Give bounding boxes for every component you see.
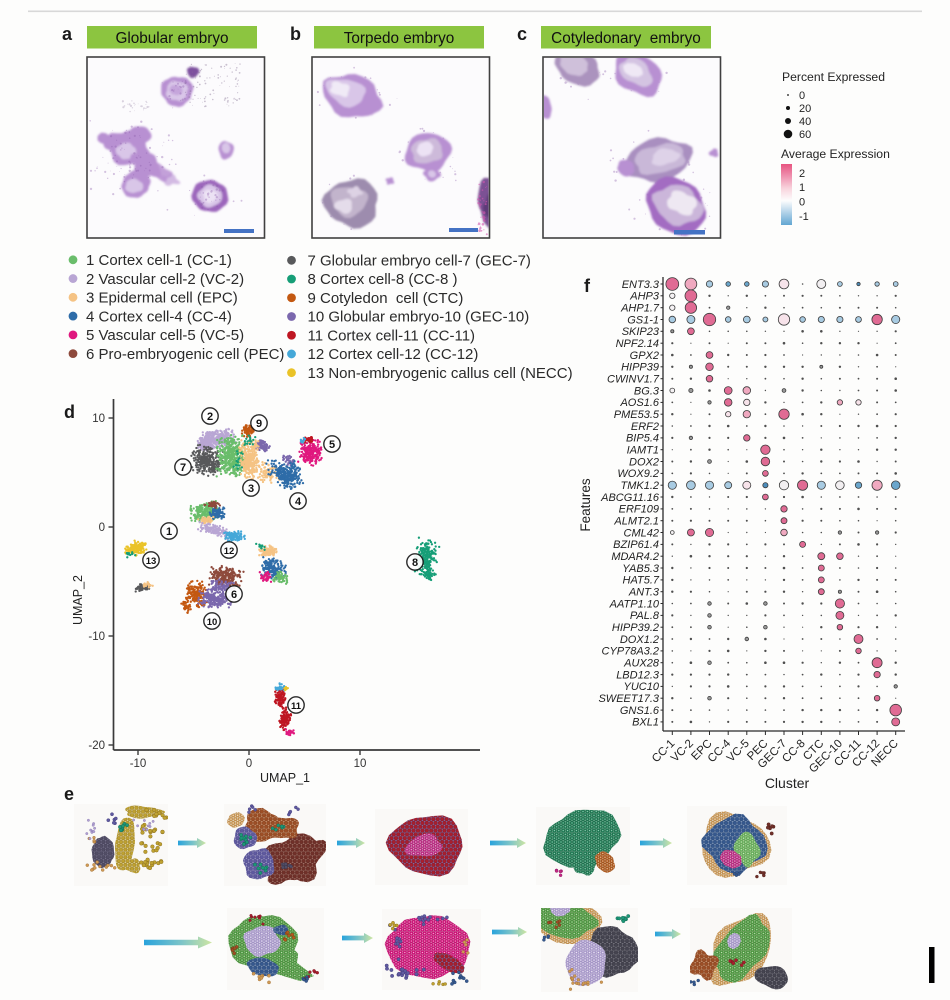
svg-text:13 Non-embryogenic callus cell: 13 Non-embryogenic callus cell (NECC) — [308, 365, 573, 382]
svg-text:4 Cortex cell-4 (CC-4): 4 Cortex cell-4 (CC-4) — [86, 308, 232, 325]
svg-text:c: c — [517, 24, 527, 44]
svg-text:d: d — [64, 402, 75, 422]
svg-text:0: 0 — [799, 197, 805, 209]
svg-text:b: b — [290, 24, 301, 44]
svg-text:0: 0 — [246, 758, 252, 770]
svg-text:6 Pro-embryogenic cell (PEC): 6 Pro-embryogenic cell (PEC) — [86, 346, 284, 363]
svg-text:9 Cotyledon cell (CTC): 9 Cotyledon cell (CTC) — [308, 290, 464, 307]
svg-text:0: 0 — [99, 522, 105, 534]
svg-text:5 Vascular cell-5 (VC-5): 5 Vascular cell-5 (VC-5) — [86, 327, 244, 344]
svg-text:UMAP_2: UMAP_2 — [71, 575, 85, 625]
svg-text:2: 2 — [799, 168, 805, 180]
svg-text:10 Globular embryo-10 (GEC-10): 10 Globular embryo-10 (GEC-10) — [308, 309, 530, 326]
svg-text:11 Cortex cell-11 (CC-11): 11 Cortex cell-11 (CC-11) — [308, 327, 476, 344]
svg-text:3 Epidermal cell (EPC): 3 Epidermal cell (EPC) — [86, 290, 238, 307]
svg-text:Cotyledonary embryo: Cotyledonary embryo — [551, 30, 701, 47]
svg-text:a: a — [62, 24, 73, 44]
svg-text:10: 10 — [92, 413, 105, 425]
svg-text:Average Expression: Average Expression — [781, 147, 890, 161]
svg-text:10: 10 — [354, 758, 367, 770]
svg-text:UMAP_1: UMAP_1 — [260, 771, 310, 785]
svg-text:0: 0 — [799, 90, 805, 102]
svg-text:-10: -10 — [130, 758, 147, 770]
svg-text:12 Cortex cell-12 (CC-12): 12 Cortex cell-12 (CC-12) — [308, 346, 479, 363]
svg-text:-10: -10 — [88, 631, 105, 643]
svg-text:8 Cortex cell-8 (CC-8 ): 8 Cortex cell-8 (CC-8 ) — [308, 271, 458, 288]
svg-text:-1: -1 — [799, 211, 809, 223]
svg-text:Globular embryo: Globular embryo — [115, 30, 228, 47]
svg-text:20: 20 — [799, 103, 811, 115]
svg-text:1 Cortex cell-1 (CC-1): 1 Cortex cell-1 (CC-1) — [86, 252, 232, 269]
svg-text:Percent Expressed: Percent Expressed — [782, 70, 885, 84]
svg-text:Torpedo embryo: Torpedo embryo — [344, 30, 455, 47]
svg-text:-20: -20 — [88, 740, 105, 752]
svg-text:60: 60 — [799, 129, 811, 141]
svg-text:40: 40 — [799, 116, 811, 128]
svg-text:7 Globular embryo cell-7 (GEC-: 7 Globular embryo cell-7 (GEC-7) — [308, 253, 531, 270]
svg-text:1: 1 — [799, 182, 805, 194]
svg-text:2 Vascular cell-2 (VC-2): 2 Vascular cell-2 (VC-2) — [86, 271, 244, 288]
